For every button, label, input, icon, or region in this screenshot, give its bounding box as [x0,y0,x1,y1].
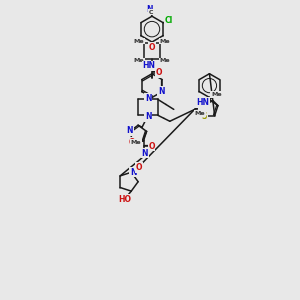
Text: HN: HN [142,61,155,70]
Text: N: N [147,5,153,14]
Text: Me: Me [134,58,144,63]
Text: N: N [141,149,148,158]
Text: Me: Me [211,92,222,97]
Text: N: N [145,112,151,121]
Text: Me: Me [134,38,144,43]
Text: N: N [145,94,151,103]
Text: Me: Me [160,58,170,63]
Text: O: O [156,68,162,77]
Text: O: O [129,138,135,147]
Text: Cl: Cl [165,16,173,25]
Text: O: O [149,43,155,52]
Text: C: C [149,10,153,15]
Text: Me: Me [194,111,205,116]
Text: N: N [158,87,164,96]
Text: O: O [136,163,142,172]
Text: HO: HO [118,195,131,204]
Text: HN: HN [196,98,209,107]
Text: N: N [126,126,133,135]
Text: Me: Me [160,38,170,43]
Text: N: N [130,168,136,177]
Text: Me: Me [130,140,141,145]
Text: O: O [148,142,155,151]
Text: N: N [199,100,205,109]
Text: S: S [202,112,207,121]
